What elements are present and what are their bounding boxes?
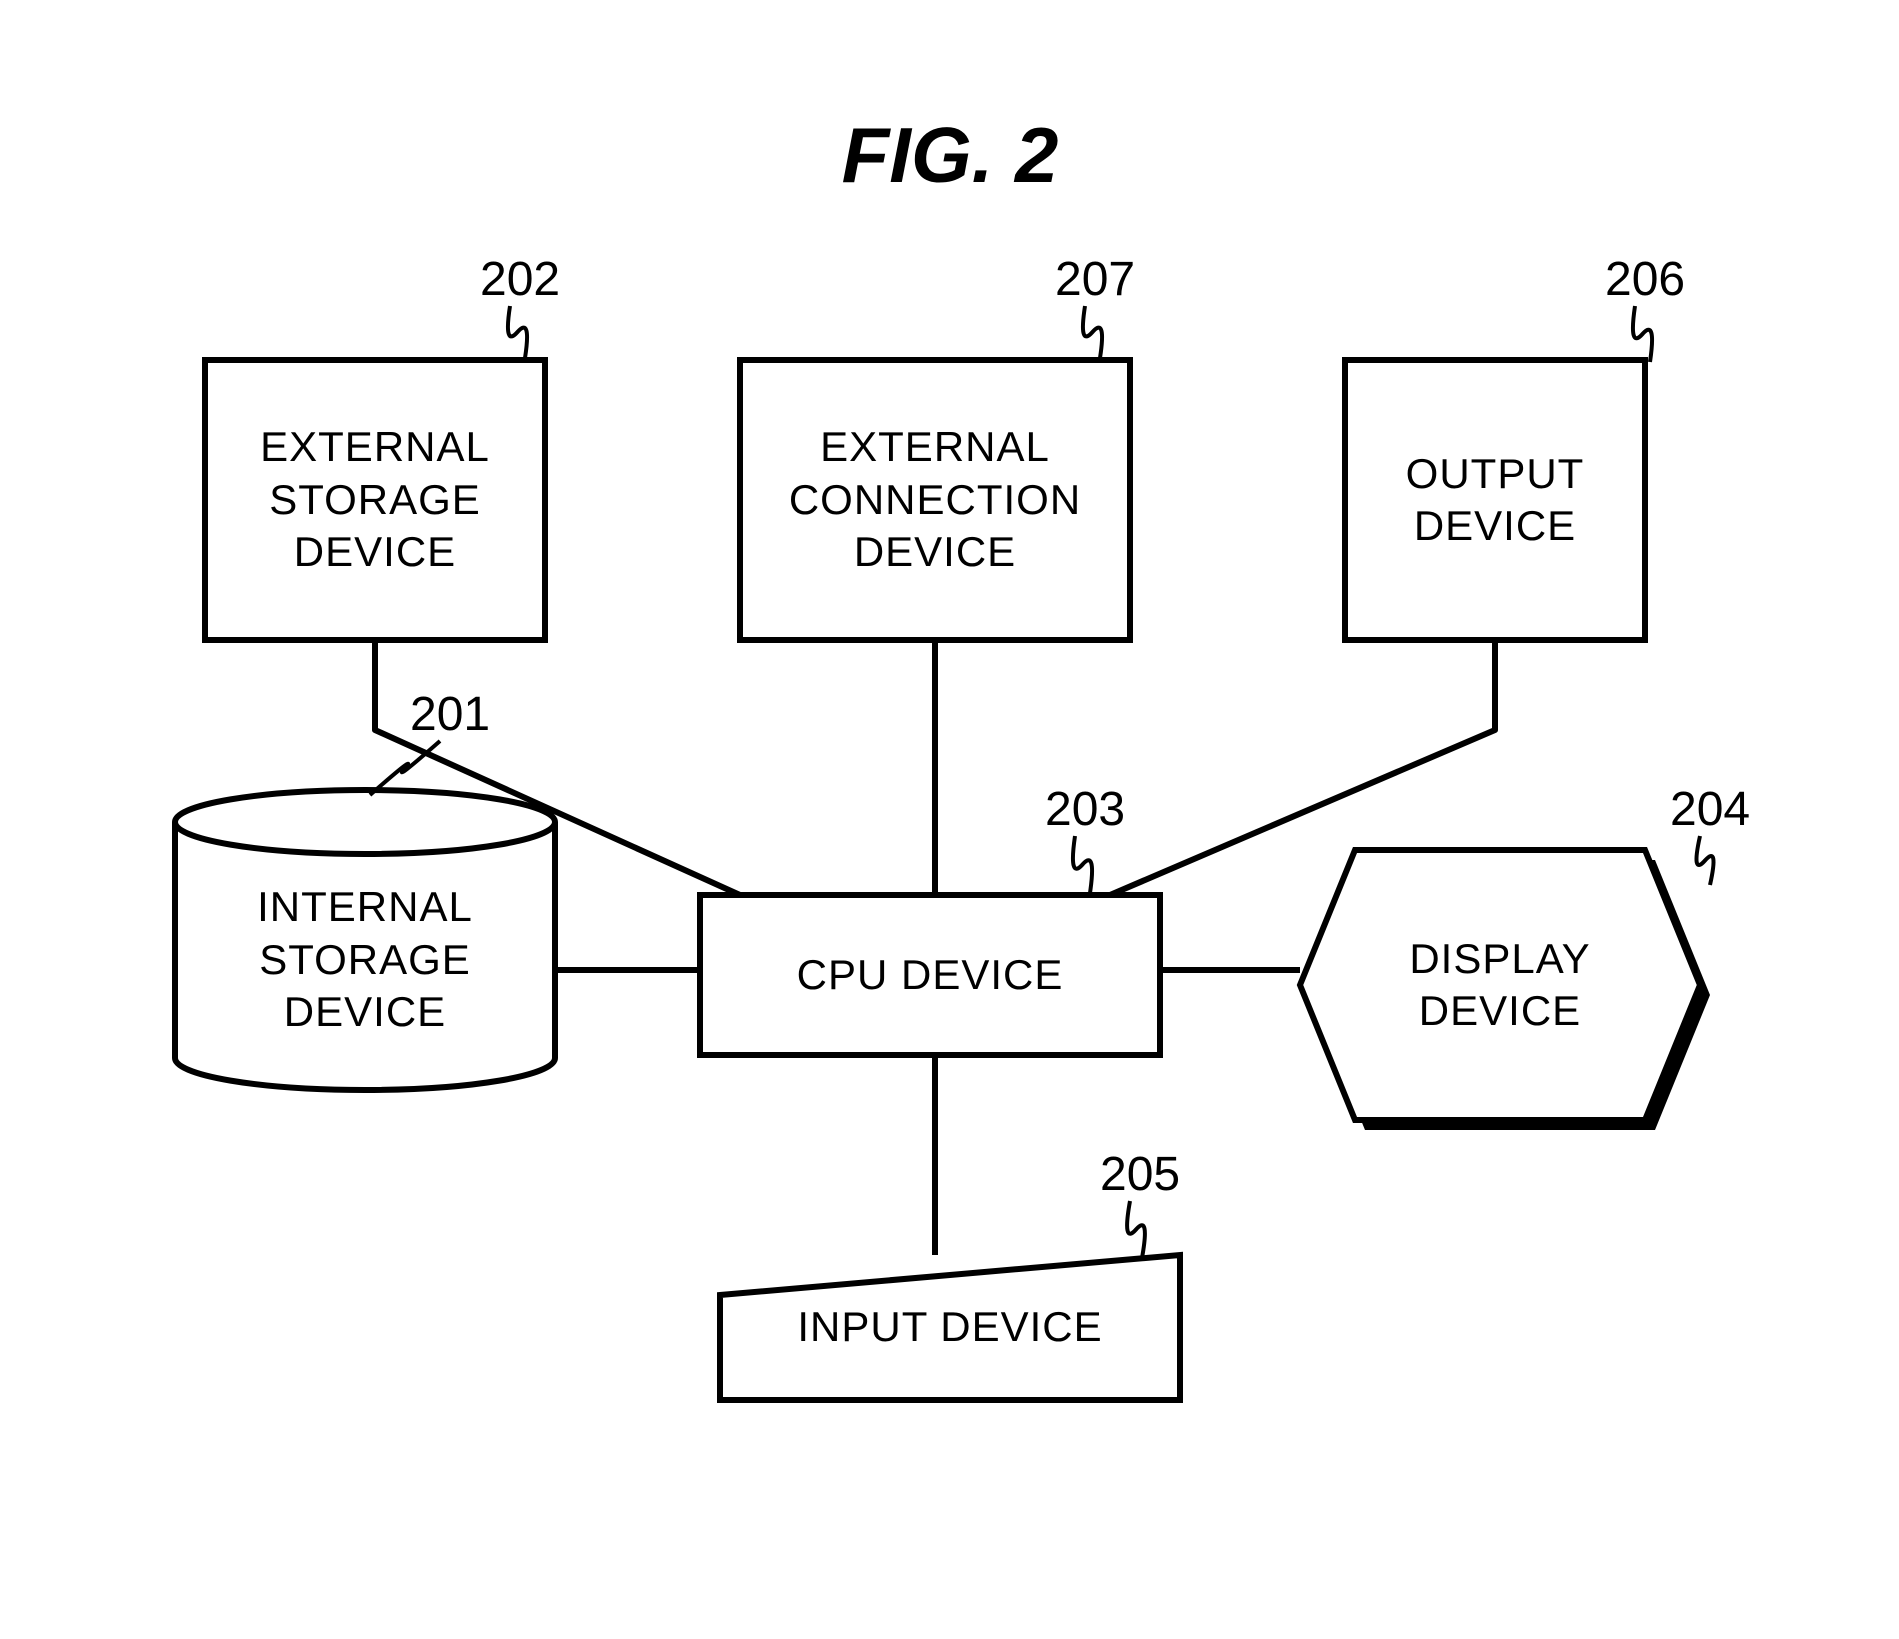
- node-label-ext-storage: EXTERNAL STORAGE DEVICE: [205, 360, 545, 640]
- node-label-input: INPUT DEVICE: [720, 1255, 1180, 1400]
- ref-label-ext-storage: 202: [480, 252, 560, 307]
- node-label-int-storage: INTERNAL STORAGE DEVICE: [175, 830, 555, 1090]
- ref-label-ext-conn: 207: [1055, 252, 1135, 307]
- ref-label-input: 205: [1100, 1147, 1180, 1202]
- node-label-ext-conn: EXTERNAL CONNECTION DEVICE: [740, 360, 1130, 640]
- node-label-output: OUTPUT DEVICE: [1345, 360, 1645, 640]
- ref-label-display: 204: [1670, 782, 1750, 837]
- node-label-display: DISPLAY DEVICE: [1300, 850, 1700, 1120]
- ref-label-output: 206: [1605, 252, 1685, 307]
- node-label-cpu: CPU DEVICE: [700, 895, 1160, 1055]
- diagram-canvas: FIG. 2 EXTERNAL STORAGE DEVICE EXTERNAL …: [0, 0, 1899, 1639]
- ref-label-cpu: 203: [1045, 782, 1125, 837]
- ref-label-int-storage: 201: [410, 687, 490, 742]
